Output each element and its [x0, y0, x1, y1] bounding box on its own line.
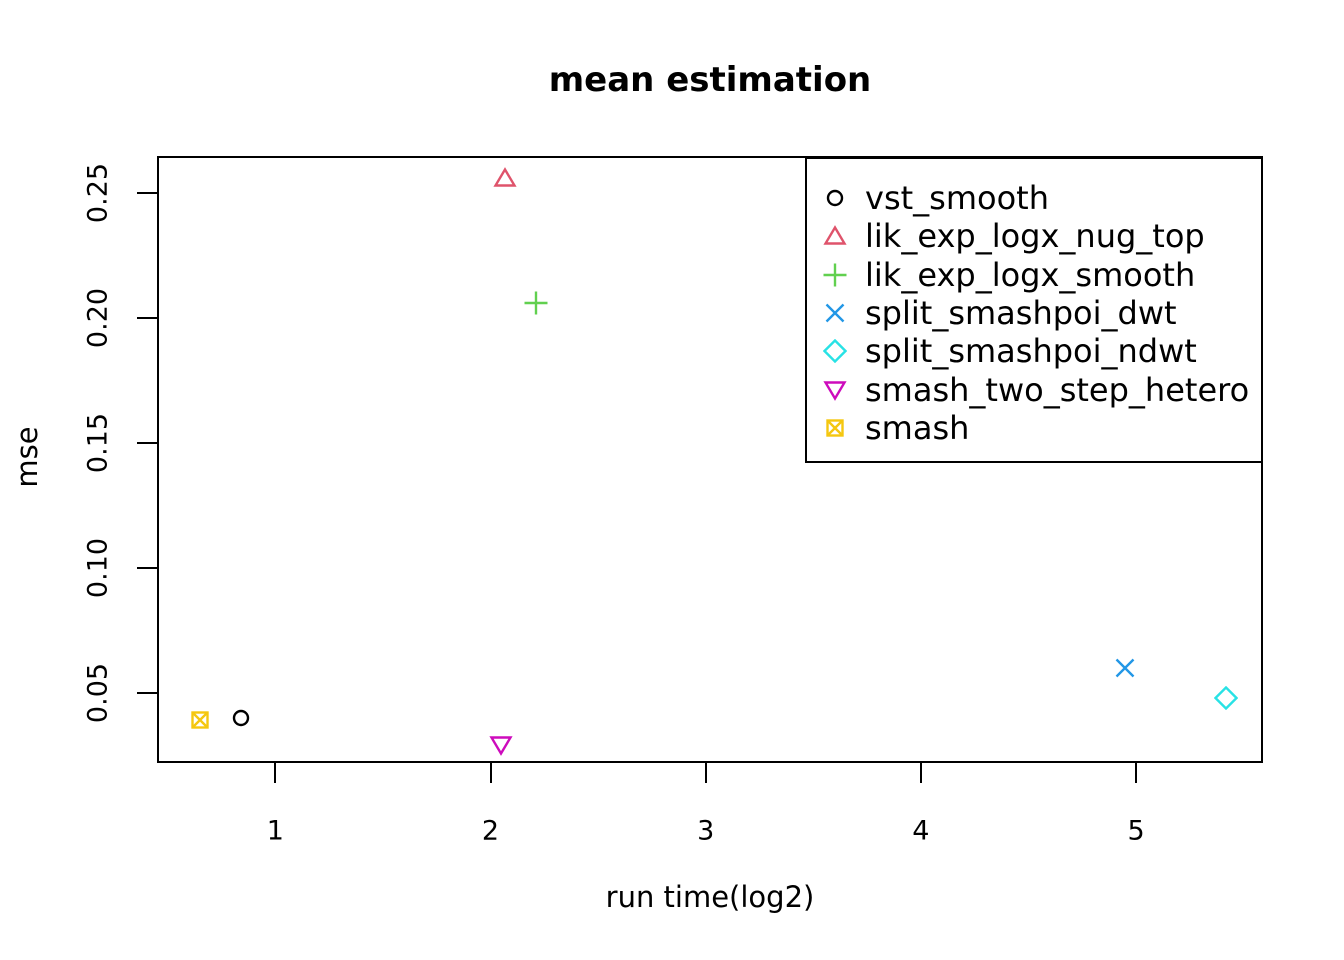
- legend-symbol: [822, 339, 848, 364]
- x-tick-mark: [489, 763, 492, 783]
- x-tick-label: 4: [912, 815, 930, 847]
- x-marker-icon: [825, 303, 845, 323]
- circle-marker-icon: [826, 189, 844, 207]
- legend-label: smash_two_step_hetero: [865, 370, 1250, 409]
- plus-marker-icon: [524, 291, 548, 315]
- y-tick-label: 0.10: [82, 538, 114, 599]
- legend-symbol: [823, 224, 847, 248]
- x-tick-label: 1: [266, 815, 284, 847]
- triangle-down-marker-icon: [823, 380, 847, 401]
- x-tick-label: 3: [697, 815, 715, 847]
- legend-item-lik_exp_logx_smooth: lik_exp_logx_smooth: [823, 256, 1261, 294]
- chart-title: mean estimation: [548, 60, 872, 100]
- legend-label: split_smashpoi_ndwt: [865, 332, 1197, 371]
- x-tick-mark: [704, 763, 707, 783]
- legend-symbol: [823, 186, 847, 210]
- y-tick-mark: [137, 567, 157, 570]
- legend-item-lik_exp_logx_nug_top: lik_exp_logx_nug_top: [823, 217, 1261, 255]
- y-tick-mark: [137, 692, 157, 695]
- x-tick-label: 2: [481, 815, 500, 847]
- square-x-marker-icon: [191, 711, 209, 729]
- triangle-up-marker-icon: [823, 225, 847, 246]
- y-axis-label: mse: [10, 426, 44, 488]
- triangle-down-marker-icon: [489, 736, 513, 756]
- y-tick-label: 0.20: [82, 288, 114, 349]
- circle-marker-icon: [232, 709, 249, 726]
- legend-label: smash: [865, 408, 970, 447]
- legend-item-split_smashpoi_dwt: split_smashpoi_dwt: [823, 294, 1261, 332]
- x-tick-label: 5: [1127, 815, 1145, 847]
- diamond-marker-icon: [1214, 685, 1239, 710]
- legend-item-smash_two_step_hetero: smash_two_step_hetero: [823, 370, 1261, 409]
- y-tick-mark: [137, 442, 157, 445]
- y-tick-label: 0.15: [82, 413, 114, 474]
- data-point-split_smashpoi_dwt: [1113, 656, 1137, 680]
- data-point-vst_smooth: [229, 706, 253, 730]
- legend-label: split_smashpoi_dwt: [865, 294, 1177, 333]
- x-axis-label: run time(log2): [605, 880, 815, 914]
- data-point-smash: [188, 708, 212, 732]
- legend-symbol: [823, 263, 847, 287]
- triangle-up-marker-icon: [493, 167, 518, 187]
- legend: vst_smooth lik_exp_logx_nug_top lik_exp_lo…: [805, 157, 1263, 463]
- x-tick-mark: [1135, 763, 1138, 783]
- data-point-lik_exp_logx_nug_top: [493, 166, 518, 190]
- legend-symbol: [823, 416, 847, 440]
- legend-label: lik_exp_logx_smooth: [865, 255, 1196, 294]
- y-tick-label: 0.25: [82, 163, 114, 224]
- y-tick-mark: [137, 192, 157, 195]
- data-point-smash_two_step_hetero: [489, 733, 513, 757]
- legend-item-smash: smash: [823, 409, 1261, 447]
- x-tick-mark: [919, 763, 922, 783]
- legend-item-split_smashpoi_ndwt: split_smashpoi_ndwt: [822, 332, 1261, 371]
- diamond-marker-icon: [822, 339, 848, 364]
- legend-item-vst_smooth: vst_smooth: [823, 179, 1261, 217]
- legend-symbol: [823, 378, 847, 402]
- legend-symbol: [823, 301, 847, 325]
- legend-label: vst_smooth: [865, 179, 1049, 218]
- data-point-lik_exp_logx_smooth: [524, 291, 548, 315]
- y-tick-mark: [137, 317, 157, 320]
- x-tick-mark: [274, 763, 277, 783]
- plus-marker-icon: [823, 263, 847, 287]
- data-point-split_smashpoi_ndwt: [1214, 685, 1239, 710]
- y-tick-label: 0.05: [82, 662, 114, 724]
- square-x-marker-icon: [826, 419, 844, 437]
- x-marker-icon: [1115, 658, 1135, 677]
- legend-label: lik_exp_logx_nug_top: [865, 217, 1205, 256]
